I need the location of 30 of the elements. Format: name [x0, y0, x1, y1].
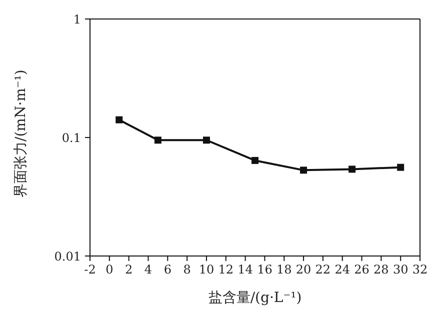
x-tick-label: 10 — [198, 262, 214, 277]
x-axis-title: 盐含量/(g·L⁻¹) — [208, 290, 302, 306]
x-tick-label: 30 — [392, 262, 408, 277]
x-tick-label: 14 — [238, 262, 254, 277]
y-tick-label: 0.01 — [54, 249, 81, 264]
y-axis-title: 界面张力/(mN·m⁻¹) — [12, 70, 29, 198]
x-tick-label: 6 — [164, 262, 172, 277]
x-tick-label: 20 — [296, 262, 312, 277]
x-tick-label: 24 — [334, 262, 350, 277]
point — [154, 136, 162, 144]
x-tick-label: 18 — [276, 262, 292, 277]
point — [348, 166, 356, 173]
x-tick-label: 12 — [218, 262, 234, 277]
y-tick-label: 0.1 — [62, 130, 81, 145]
point — [252, 156, 258, 164]
x-tick-label: 2 — [125, 262, 133, 277]
x-tick-label: 16 — [257, 262, 272, 277]
x-tick-label: 0 — [106, 262, 114, 277]
point — [202, 136, 210, 144]
x-tick-label: -2 — [84, 262, 96, 277]
x-tick-label: 26 — [354, 262, 370, 277]
point — [116, 116, 123, 124]
x-tick-label: 4 — [144, 262, 152, 277]
point — [397, 164, 404, 171]
x-tick-label: 32 — [412, 262, 428, 277]
y-tick-label: 1 — [73, 12, 81, 26]
x-tick-label: 8 — [183, 262, 191, 277]
point — [300, 166, 308, 174]
x-tick-label: 28 — [374, 262, 389, 277]
x-tick-label: 22 — [315, 262, 331, 277]
